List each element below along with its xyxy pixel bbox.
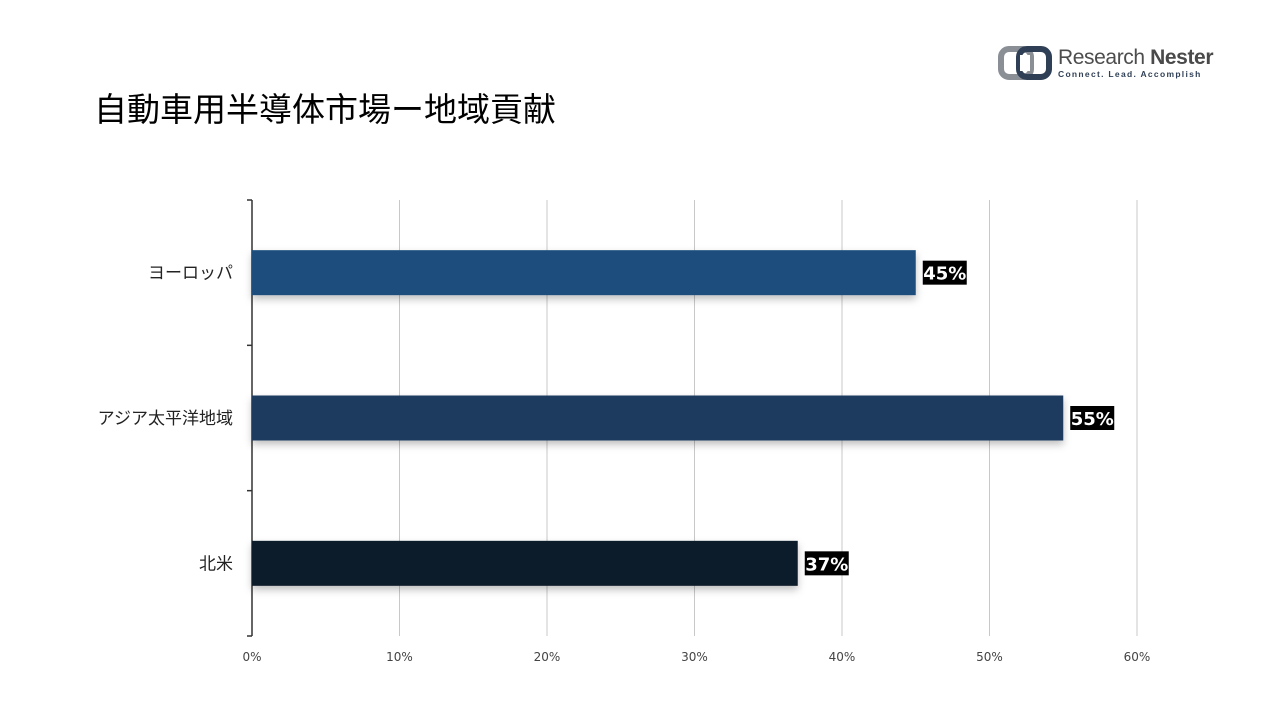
bar-1: [252, 250, 916, 296]
x-tick-label: 0%: [242, 650, 261, 664]
category-label: ヨーロッパ: [148, 264, 233, 284]
x-tick-label: 40%: [829, 650, 856, 664]
research-nester-logo: Research Nester Connect. Lead. Accomplis…: [998, 46, 1213, 80]
x-tick-label: 10%: [386, 650, 413, 664]
x-tick-label: 60%: [1124, 650, 1151, 664]
data-label-bg: [922, 260, 967, 285]
data-label: 45%: [923, 264, 966, 285]
data-label-bg: [1070, 406, 1115, 430]
x-tick-label: 30%: [681, 650, 708, 664]
logo-name-part1: Research: [1058, 46, 1145, 69]
x-tick-label: 20%: [534, 650, 561, 664]
logo-tagline: Connect. Lead. Accomplish: [1058, 69, 1202, 79]
bar-3: [252, 540, 798, 586]
logo-name: Research Nester: [1058, 47, 1213, 69]
x-tick-label: 50%: [976, 650, 1003, 664]
x-tick-labels: 0% 10% 20% 30% 40% 50% 60%: [242, 650, 1150, 664]
logo-mark-icon: [998, 46, 1052, 80]
category-label: 北米: [199, 554, 233, 574]
data-label: 55%: [1071, 409, 1114, 430]
data-labels: 45% 55% 37%: [804, 260, 1115, 576]
bar-2: [252, 395, 1064, 441]
data-label-bg: [804, 551, 849, 576]
data-label: 37%: [805, 554, 848, 575]
y-axis: [247, 199, 253, 637]
category-label: アジア太平洋地域: [98, 409, 233, 429]
bars: [252, 250, 1064, 586]
logo-name-part2: Nester: [1150, 46, 1214, 69]
page-title: 自動車用半導体市場ー地域貢献: [94, 90, 556, 129]
